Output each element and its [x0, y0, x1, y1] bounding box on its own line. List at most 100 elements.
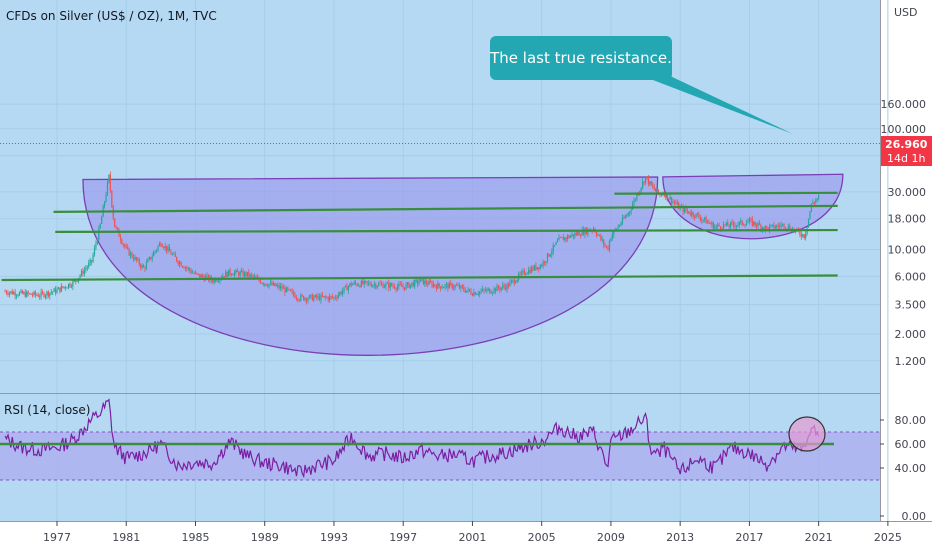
candle-body — [225, 271, 227, 278]
candle-body — [520, 271, 523, 275]
candle-body — [88, 262, 90, 267]
candle-body — [432, 284, 435, 287]
time-tick-label: 1977 — [43, 531, 71, 544]
candle-body — [23, 292, 25, 294]
candle-body — [36, 294, 38, 296]
candle-body — [809, 211, 811, 219]
candle-body — [316, 295, 318, 298]
candle-body — [657, 189, 660, 195]
candle-body — [549, 254, 551, 257]
candle-body — [577, 232, 579, 235]
candle-body — [241, 270, 243, 273]
candle-body — [530, 267, 533, 273]
candle-body — [623, 217, 625, 219]
candle-body — [468, 288, 471, 291]
candle-body — [14, 292, 16, 296]
candle-body — [539, 265, 541, 269]
candle-body — [119, 236, 122, 241]
candle-body — [643, 181, 645, 183]
candle-body — [392, 285, 394, 287]
candle-body — [295, 297, 298, 299]
candle-body — [555, 242, 557, 245]
candle-body — [763, 227, 765, 230]
candle-body — [727, 222, 729, 226]
candle-body — [595, 232, 598, 236]
candle-body — [603, 239, 605, 245]
candle-body — [44, 295, 47, 297]
candle-body — [630, 209, 632, 212]
current-price-label: 26.960 — [885, 138, 928, 151]
candle-body — [562, 237, 564, 241]
candle-body — [754, 221, 756, 226]
candle-body — [11, 291, 13, 295]
price-axis-bg[interactable] — [880, 0, 932, 521]
candle-body — [408, 282, 410, 288]
candle-body — [181, 266, 184, 267]
candle-body — [542, 261, 544, 267]
candle-body — [344, 285, 347, 287]
candle-body — [290, 289, 292, 291]
candle-body — [46, 291, 48, 296]
candle-body — [393, 286, 396, 289]
candle-body — [282, 287, 285, 289]
candle-body — [712, 222, 714, 229]
candle-body — [486, 289, 488, 292]
price-tick-label: 30.000 — [888, 186, 927, 199]
candle-body — [101, 216, 103, 224]
price-tick-label: 160.000 — [881, 98, 927, 111]
candle-body — [509, 281, 511, 287]
candle-body — [65, 286, 67, 288]
candle-body — [26, 291, 28, 297]
candle-body — [479, 291, 481, 294]
candle-body — [444, 284, 446, 288]
candle-body — [157, 246, 159, 250]
candle-body — [552, 245, 554, 252]
candle-body — [728, 225, 730, 227]
candle-body — [757, 222, 759, 227]
candle-body — [714, 226, 716, 229]
resistance-line — [1, 274, 838, 282]
candle-body — [303, 296, 305, 301]
candle-body — [254, 276, 256, 278]
time-axis-bg[interactable] — [0, 521, 932, 550]
candle-body — [37, 295, 39, 297]
candle-body — [367, 282, 370, 284]
candle-body — [637, 194, 639, 196]
candle-body — [308, 295, 311, 299]
candle-body — [339, 292, 341, 295]
resistance-line — [614, 191, 838, 195]
candle-body — [183, 266, 185, 269]
candle-body — [605, 246, 608, 248]
candle-body — [132, 257, 135, 260]
candle-body — [109, 174, 111, 191]
candle-body — [230, 273, 233, 275]
candle-body — [640, 187, 642, 192]
candle-body — [815, 200, 817, 203]
candle-body — [41, 291, 44, 293]
candle-body — [298, 300, 300, 301]
candle-body — [750, 219, 752, 220]
candle-body — [561, 237, 563, 239]
candle-body — [735, 225, 738, 227]
time-tick-label: 2005 — [528, 531, 556, 544]
candle-body — [269, 282, 272, 285]
candle-body — [572, 234, 575, 237]
candle-body — [689, 213, 691, 215]
candle-body — [311, 294, 313, 301]
candle-body — [376, 285, 378, 288]
candle-body — [691, 212, 693, 215]
candle-body — [649, 181, 651, 185]
candle-body — [30, 293, 32, 295]
candle-body — [719, 226, 722, 229]
candle-body — [24, 292, 26, 297]
candle-body — [682, 206, 684, 212]
candle-body — [127, 247, 129, 249]
candle-body — [246, 271, 249, 277]
candle-body — [268, 284, 270, 287]
candle-body — [168, 247, 171, 252]
candle-body — [642, 181, 644, 188]
candle-body — [620, 223, 622, 226]
candle-body — [242, 270, 244, 277]
candle-body — [398, 283, 400, 287]
candle-body — [493, 288, 495, 293]
